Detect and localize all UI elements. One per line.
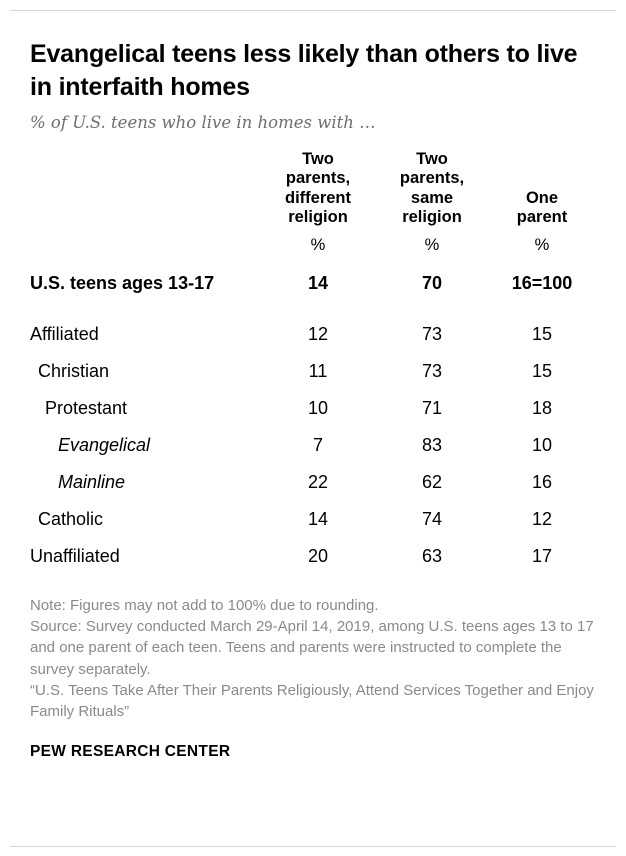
row-label: U.S. teens ages 13-17 xyxy=(30,272,215,293)
row-value: 73 xyxy=(421,360,443,381)
row-value: 14 xyxy=(307,508,329,529)
row-value: 83 xyxy=(421,434,443,455)
row-value: 71 xyxy=(421,397,443,418)
row-value: 22 xyxy=(307,471,329,492)
column-header-two-parents-same: Two parents, same religion xyxy=(399,150,465,227)
row-value: 74 xyxy=(421,508,443,529)
row-label: Catholic xyxy=(38,508,104,529)
row-value: 62 xyxy=(421,471,443,492)
top-rule xyxy=(10,10,616,11)
row-value: 12 xyxy=(307,323,329,344)
column-header-two-parents-different: Two parents, different religion xyxy=(285,150,351,227)
row-value: 16=100 xyxy=(511,272,573,293)
unit-percent-3: % xyxy=(534,235,550,254)
column-header-one-parent: One parent xyxy=(516,188,568,227)
unit-percent-1: % xyxy=(310,235,326,254)
bottom-rule xyxy=(10,846,616,847)
unit-row: % % % xyxy=(30,236,594,265)
row-value: 63 xyxy=(421,545,443,566)
chart-subtitle: % of U.S. teens who live in homes with … xyxy=(30,113,376,132)
data-table: Two parents, different religion Two pare… xyxy=(30,150,594,575)
table-row-us-teens: U.S. teens ages 13-17 14 70 16=100 xyxy=(30,265,594,302)
table-row-unaffiliated: Unaffiliated 20 63 17 xyxy=(30,538,594,575)
note-rounding: Note: Figures may not add to 100% due to… xyxy=(30,596,379,614)
row-value: 70 xyxy=(421,272,443,293)
row-label: Unaffiliated xyxy=(30,545,120,566)
row-value: 15 xyxy=(531,323,553,344)
table-row-affiliated: Affiliated 12 73 15 xyxy=(30,316,594,353)
table-row-evangelical: Evangelical 7 83 10 xyxy=(30,427,594,464)
row-value: 20 xyxy=(307,545,329,566)
footnotes: Note: Figures may not add to 100% due to… xyxy=(30,595,594,723)
row-label: Mainline xyxy=(58,471,126,492)
row-value: 10 xyxy=(531,434,553,455)
row-value: 15 xyxy=(531,360,553,381)
note-report-title: “U.S. Teens Take After Their Parents Rel… xyxy=(30,682,594,721)
page-title: Evangelical teens less likely than other… xyxy=(30,40,578,101)
row-label: Evangelical xyxy=(58,434,151,455)
row-label: Protestant xyxy=(45,397,128,418)
unit-spacer xyxy=(30,245,262,255)
table-row-catholic: Catholic 14 74 12 xyxy=(30,501,594,538)
pew-research-center-wordmark: PEW RESEARCH CENTER xyxy=(30,742,231,760)
table-row-protestant: Protestant 10 71 18 xyxy=(30,390,594,427)
table-row-mainline: Mainline 22 62 16 xyxy=(30,464,594,501)
row-value: 12 xyxy=(531,508,553,529)
row-value: 18 xyxy=(531,397,553,418)
row-value: 73 xyxy=(421,323,443,344)
row-value: 11 xyxy=(308,360,328,381)
row-label: Christian xyxy=(38,360,110,381)
row-value: 16 xyxy=(531,471,553,492)
row-value: 17 xyxy=(531,545,553,566)
row-gap xyxy=(30,302,594,316)
unit-percent-2: % xyxy=(424,235,440,254)
row-value: 7 xyxy=(312,434,323,455)
row-value: 14 xyxy=(307,272,329,293)
row-value: 10 xyxy=(307,397,329,418)
table-row-christian: Christian 11 73 15 xyxy=(30,353,594,390)
row-label: Affiliated xyxy=(30,323,99,344)
table-header-row: Two parents, different religion Two pare… xyxy=(30,150,594,236)
note-source: Source: Survey conducted March 29-April … xyxy=(30,618,594,678)
